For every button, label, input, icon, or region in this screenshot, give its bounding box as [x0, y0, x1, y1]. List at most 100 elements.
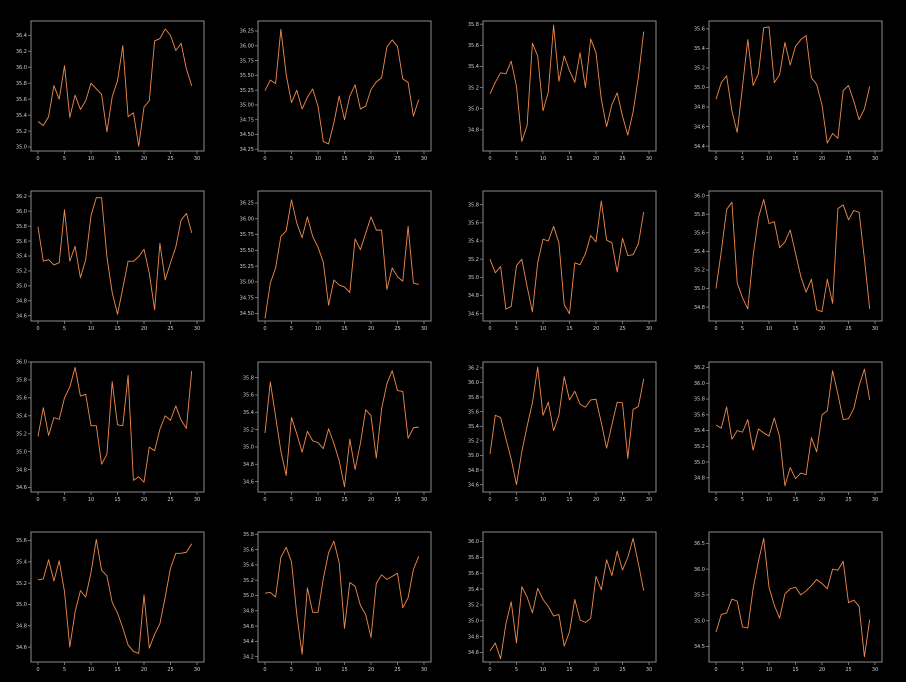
chart-2: 0 5 10 15 20 25 30 34.25 34.50 34.75 35.00 35.25 35.…: [240, 20, 432, 162]
y-tick-label: 35.2: [468, 85, 479, 91]
x-tick-label: 15: [792, 326, 798, 332]
y-tick-label: 35.2: [468, 439, 479, 445]
y-tick-label: 36.25: [240, 29, 254, 35]
x-tick-label: 0: [714, 326, 717, 332]
y-tick-label: 35.4: [468, 587, 479, 593]
y-tick-label: 35.6: [468, 43, 479, 49]
x-tick-label: 20: [819, 326, 825, 332]
y-tick-label: 35.0: [16, 284, 27, 290]
chart-1: 0 5 10 15 20 25 30 35.0 35.2 35.4 35.6 35.8 36.0 36.2…: [16, 20, 205, 162]
y-tick-label: 35.8: [468, 395, 479, 401]
chart-16: 0 5 10 15 20 25 30 34.5 35.0 35.5 36.0 36.5: [694, 531, 883, 673]
x-tick-label: 15: [566, 497, 572, 503]
x-tick-label: 0: [263, 497, 266, 503]
y-tick-label: 34.50: [240, 132, 254, 138]
x-tick-label: 20: [368, 667, 374, 673]
x-tick-label: 30: [872, 667, 878, 673]
axes-frame: [30, 531, 205, 663]
x-tick-label: 5: [63, 667, 66, 673]
x-tick-label: 5: [290, 667, 293, 673]
y-tick-label: 35.0: [468, 275, 479, 281]
y-tick-label: 35.0: [694, 618, 705, 624]
y-tick-label: 35.00: [240, 280, 254, 286]
axes-frame: [708, 531, 883, 663]
x-tick-label: 30: [646, 156, 652, 162]
y-tick-label: 35.4: [694, 249, 705, 255]
y-tick-label: 36.0: [468, 539, 479, 545]
y-tick-label: 34.5: [694, 644, 705, 650]
y-tick-label: 35.4: [468, 64, 479, 70]
y-tick-label: 35.6: [468, 409, 479, 415]
series-line: [264, 370, 419, 488]
x-tick-label: 10: [766, 156, 772, 162]
x-tick-label: 10: [88, 156, 94, 162]
x-tick-label: 0: [263, 326, 266, 332]
axes-frame: [257, 361, 432, 493]
series-line: [264, 199, 419, 319]
y-tick-label: 35.25: [240, 88, 254, 94]
y-tick-label: 36.4: [16, 33, 27, 39]
x-tick-label: 30: [194, 497, 200, 503]
y-tick-label: 34.6: [16, 313, 27, 319]
y-tick-label: 35.4: [16, 413, 27, 419]
y-tick-label: 35.2: [468, 603, 479, 609]
x-tick-label: 15: [114, 156, 120, 162]
y-tick-label: 34.4: [694, 144, 705, 150]
x-tick-label: 30: [421, 326, 427, 332]
x-tick-label: 0: [714, 156, 717, 162]
y-tick-label: 35.8: [16, 224, 27, 230]
series-line: [489, 200, 645, 315]
y-tick-label: 34.6: [243, 479, 254, 485]
x-tick-label: 25: [167, 497, 173, 503]
x-tick-label: 20: [141, 156, 147, 162]
y-tick-label: 34.6: [694, 124, 705, 130]
y-tick-label: 35.2: [16, 581, 27, 587]
y-tick-label: 34.8: [243, 608, 254, 614]
x-tick-label: 15: [792, 497, 798, 503]
chart-7: 0 5 10 15 20 25 30 34.6 34.8 35.0 35.2 35.4 35.6 35.8: [468, 190, 657, 332]
x-tick-label: 30: [646, 326, 652, 332]
y-tick-label: 34.75: [240, 117, 254, 123]
x-tick-label: 20: [141, 667, 147, 673]
chart-15: 0 5 10 15 20 25 30 34.6 34.8 35.0 35.2 35.4 35.6 35.8…: [468, 531, 657, 673]
y-tick-label: 35.5: [694, 593, 705, 599]
x-tick-label: 15: [566, 667, 572, 673]
x-tick-label: 20: [819, 156, 825, 162]
y-tick-label: 35.4: [468, 424, 479, 430]
y-tick-label: 34.8: [694, 105, 705, 111]
axes-frame: [482, 361, 657, 493]
y-tick-label: 35.0: [16, 449, 27, 455]
x-tick-label: 5: [290, 156, 293, 162]
x-tick-label: 10: [540, 497, 546, 503]
series-line: [489, 366, 645, 486]
axes-frame: [708, 20, 883, 152]
y-tick-label: 35.4: [16, 560, 27, 566]
y-tick-label: 34.8: [468, 468, 479, 474]
x-tick-label: 25: [619, 667, 625, 673]
y-tick-label: 35.2: [243, 578, 254, 584]
x-tick-label: 20: [593, 667, 599, 673]
chart-14: 0 5 10 15 20 25 30 34.2 34.4 34.6 34.8 35.0 35.2 35.4…: [243, 531, 432, 673]
y-tick-label: 35.8: [468, 555, 479, 561]
x-tick-label: 25: [167, 667, 173, 673]
x-tick-label: 30: [872, 497, 878, 503]
x-tick-label: 25: [394, 667, 400, 673]
axes-frame: [482, 190, 657, 322]
x-tick-label: 5: [515, 156, 518, 162]
x-tick-label: 5: [63, 497, 66, 503]
x-tick-label: 5: [741, 326, 744, 332]
x-tick-label: 5: [515, 497, 518, 503]
y-tick-label: 35.0: [694, 286, 705, 292]
x-tick-label: 30: [421, 156, 427, 162]
x-tick-label: 25: [394, 156, 400, 162]
y-tick-label: 34.8: [468, 128, 479, 134]
y-tick-label: 35.50: [240, 73, 254, 79]
y-tick-label: 34.8: [468, 634, 479, 640]
x-tick-label: 5: [741, 667, 744, 673]
x-tick-label: 15: [114, 667, 120, 673]
x-tick-label: 25: [394, 497, 400, 503]
y-tick-label: 36.2: [694, 365, 705, 371]
y-tick-label: 35.00: [240, 103, 254, 109]
y-tick-label: 36.0: [468, 380, 479, 386]
y-tick-label: 35.4: [16, 113, 27, 119]
